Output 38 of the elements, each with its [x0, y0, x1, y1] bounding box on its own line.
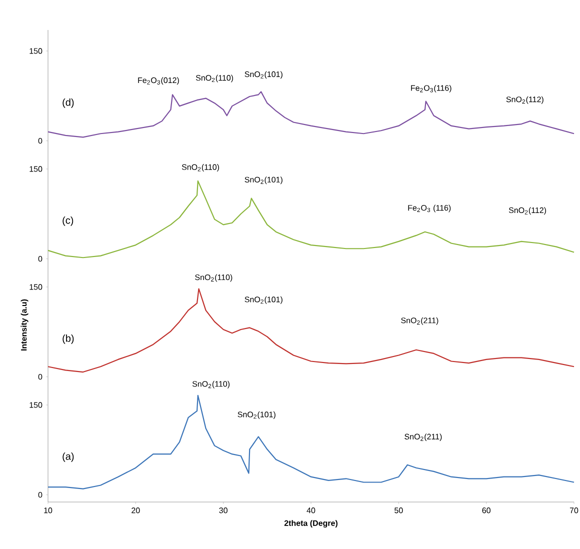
annotation: SnO$_{2}$(101) [244, 296, 282, 304]
y-tick-label: 150 [30, 284, 42, 290]
x-tick-label: 40 [306, 508, 316, 514]
y-tick-label: 150 [30, 48, 42, 54]
annotation: SnO$_{2}$(101) [238, 411, 276, 419]
text: (a) [62, 452, 74, 462]
x-tick-label: 20 [132, 508, 140, 514]
annotation: SnO$_{2}$(101) [244, 176, 282, 184]
y-axis-title: Intensity (a.u) [20, 299, 28, 350]
annotation: Fe$_{2}$O$_{3}$(012) [138, 77, 179, 85]
y-tick-label: 0 [38, 256, 42, 262]
annotation: SnO$_{2}$(110) [195, 274, 232, 282]
annotation: SnO$_{2}$(110) [182, 164, 220, 172]
x-tick-label: 10 [44, 508, 52, 514]
annotation: SnO$_{2}$(112) [508, 207, 546, 215]
y-tick-label: 150 [30, 402, 42, 408]
x-tick-label: 50 [394, 508, 403, 514]
y-tick-label: 0 [38, 138, 42, 144]
y-tick-label: 0 [38, 492, 42, 498]
y-tick-label: 0 [38, 374, 42, 380]
annotation: SnO$_{2}$(110) [192, 380, 230, 388]
annotation: SnO$_{2}$(110) [196, 74, 234, 82]
x-tick-label: 30 [219, 508, 228, 514]
x-tick-label: 70 [570, 508, 578, 514]
annotation: Fe$_{2}$O$_{3}$ (116) [408, 204, 451, 212]
annotation: SnO$_{2}$(211) [404, 434, 442, 442]
x-tick-label: 60 [482, 508, 490, 514]
y-tick-label: 150 [30, 166, 42, 172]
text: (d) [62, 98, 74, 108]
text: (c) [62, 216, 74, 226]
x-axis-title: 2theta (Degre) [284, 520, 338, 528]
line-series [47, 288, 575, 373]
annotation: Fe$_{2}$O$_{3}$(116) [411, 84, 452, 92]
annotation: SnO$_{2}$(211) [401, 317, 438, 325]
annotation: SnO$_{2}$(101) [244, 71, 282, 79]
annotation: SnO$_{2}$(112) [506, 96, 544, 104]
line-series [47, 394, 575, 490]
text: (b) [62, 334, 74, 344]
